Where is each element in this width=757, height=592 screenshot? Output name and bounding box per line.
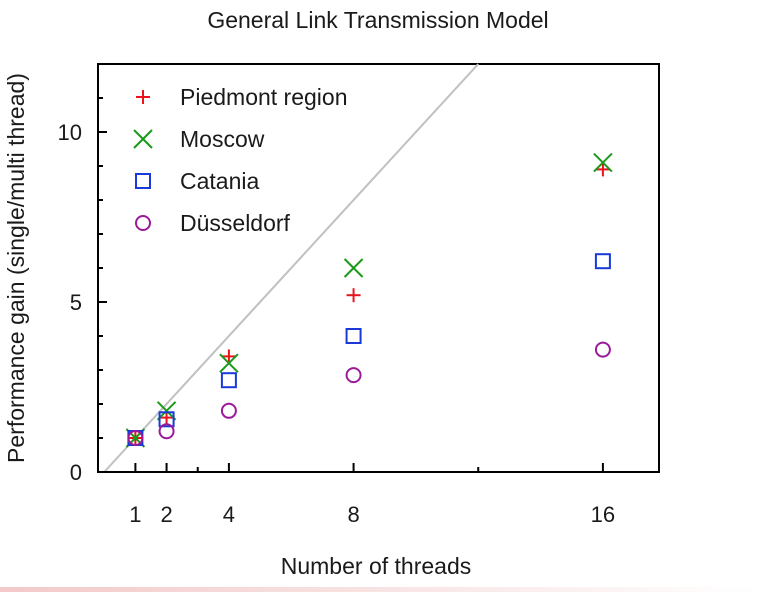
data-point <box>594 253 611 270</box>
y-axis-label: Performance gain (single/multi thread) <box>3 73 29 463</box>
data-point <box>220 402 237 419</box>
x-tick-label: 4 <box>223 502 235 527</box>
legend-item: Piedmont region <box>136 84 348 110</box>
x-tick-label: 8 <box>347 502 359 527</box>
data-point <box>219 353 239 373</box>
legend-marker <box>135 173 151 189</box>
series-plus <box>128 162 610 445</box>
x-tick-label: 16 <box>591 502 615 527</box>
legend-label: Catania <box>180 168 259 194</box>
legend-label: Moscow <box>180 126 265 152</box>
data-point <box>593 152 613 173</box>
legend-item: Düsseldorf <box>135 210 291 236</box>
data-point <box>345 328 362 344</box>
legend-item: Moscow <box>133 126 265 152</box>
series-square <box>127 253 611 446</box>
data-point <box>594 341 611 358</box>
legend-item: Catania <box>135 168 259 194</box>
y-tick-label: 10 <box>58 120 82 145</box>
legend-marker <box>135 215 151 231</box>
data-point <box>343 258 364 278</box>
data-point <box>595 162 610 177</box>
y-tick-label: 0 <box>70 460 82 485</box>
data-point <box>345 367 362 384</box>
legend-marker <box>133 129 153 149</box>
data-point <box>158 411 175 428</box>
series-circle <box>127 341 611 446</box>
data-point <box>158 423 175 440</box>
bottom-decorative-strip <box>0 587 757 592</box>
x-tick-label: 2 <box>160 502 172 527</box>
data-point <box>221 349 236 364</box>
x-tick-label: 1 <box>129 502 141 527</box>
chart-title: General Link Transmission Model <box>207 7 548 33</box>
data-point <box>127 430 144 446</box>
y-tick-label: 5 <box>70 290 82 315</box>
legend: Piedmont region Moscow Catania Düsseldorf <box>133 84 348 236</box>
legend-label: Düsseldorf <box>180 210 291 236</box>
reference-line <box>103 63 479 473</box>
data-point <box>220 372 237 389</box>
data-point <box>346 288 361 303</box>
series-cross <box>125 152 613 448</box>
legend-label: Piedmont region <box>180 84 348 110</box>
legend-marker <box>136 90 150 104</box>
x-axis-label: Number of threads <box>281 553 471 579</box>
